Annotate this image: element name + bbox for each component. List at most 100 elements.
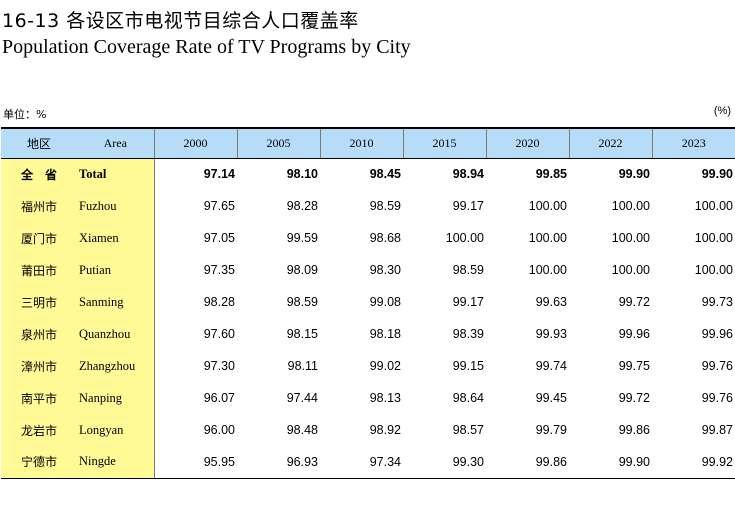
- region-name-en: Sanming: [77, 286, 155, 318]
- coverage-value-cell: 99.76: [701, 391, 733, 405]
- header-region-en: Area: [77, 127, 154, 159]
- coverage-value-cell: 99.17: [452, 199, 484, 213]
- coverage-value-cell: 100.00: [694, 263, 733, 277]
- coverage-value-cell: 98.13: [369, 391, 401, 405]
- region-name-en: Nanping: [77, 382, 155, 414]
- region-name-en: Total: [77, 158, 155, 190]
- coverage-value-cell: 99.86: [618, 423, 650, 437]
- table-row: 三明市 Sanming 98.28 98.59 99.08 99.17 99.63 99.72…: [1, 286, 735, 318]
- coverage-value-cell: 99.45: [535, 391, 567, 405]
- table-title-en: Population Coverage Rate of TV Programs …: [2, 36, 411, 58]
- region-name-en: Ningde: [77, 446, 155, 479]
- table-row: 南平市 Nanping 96.07 97.44 98.13 98.64 99.45 99.72…: [1, 382, 735, 414]
- coverage-value-cell: 99.15: [452, 359, 484, 373]
- header-year: 2015: [402, 127, 486, 159]
- coverage-value-cell: 100.00: [611, 231, 650, 245]
- header-year: 2022: [568, 127, 652, 159]
- coverage-value-cell: 96.93: [237, 446, 320, 479]
- region-name-en: Fuzhou: [77, 190, 155, 222]
- coverage-value-cell: 99.75: [618, 359, 650, 373]
- header-row: 地区 Area 2000 2005 2010 2015 2020 2022 20…: [1, 127, 735, 159]
- coverage-value-cell: 99.79: [535, 423, 567, 437]
- coverage-value-cell: 99.17: [452, 295, 484, 309]
- coverage-value-cell: 97.35: [203, 263, 235, 277]
- coverage-value-cell: 99.72: [618, 295, 650, 309]
- coverage-value-cell: 99.63: [535, 295, 567, 309]
- coverage-value-cell: 98.59: [286, 295, 318, 309]
- coverage-value-cell: 99.02: [369, 359, 401, 373]
- region-name-cn: 厦门市: [1, 222, 77, 254]
- region-name-en: Putian: [77, 254, 155, 286]
- table-body: 全 省 Total 97.14 98.10 98.45 98.94 99.85 99.90 99…: [1, 158, 735, 479]
- coverage-value-cell: 98.48: [286, 423, 318, 437]
- region-name-cn: 龙岩市: [1, 414, 77, 446]
- coverage-value-cell: 98.68: [369, 231, 401, 245]
- coverage-value-cell: 98.94: [452, 167, 484, 182]
- coverage-value-cell: 98.39: [452, 327, 484, 341]
- region-name-cn: 三明市: [1, 286, 77, 318]
- region-name-cn: 莆田市: [1, 254, 77, 286]
- table-row: 漳州市 Zhangzhou 97.30 98.11 99.02 99.15 99.74 99.…: [1, 350, 735, 382]
- coverage-value-cell: 98.09: [286, 263, 318, 277]
- coverage-value-cell: 98.11: [287, 359, 318, 373]
- table-row: 龙岩市 Longyan 96.00 98.48 98.92 98.57 99.79 99.86…: [1, 414, 735, 446]
- header-year: 2020: [485, 127, 569, 159]
- coverage-value-cell: 97.30: [203, 359, 235, 373]
- coverage-value-cell: 98.10: [286, 167, 318, 182]
- header-year: 2005: [236, 127, 320, 159]
- table-title-cn: 16-13 各设区市电视节目综合人口覆盖率: [2, 10, 359, 32]
- coverage-value-cell: 100.00: [528, 231, 567, 245]
- region-name-en: Quanzhou: [77, 318, 155, 350]
- coverage-value-cell: 100.00: [694, 231, 733, 245]
- coverage-value-cell: 99.73: [701, 295, 733, 309]
- coverage-value-cell: 99.90: [618, 167, 650, 182]
- table-row: 福州市 Fuzhou 97.65 98.28 98.59 99.17 100.00 100.0…: [1, 190, 735, 222]
- header-year: 2010: [319, 127, 403, 159]
- region-name-cn: 南平市: [1, 382, 77, 414]
- coverage-value-cell: 95.95: [154, 446, 237, 479]
- table-row-total: 全 省 Total 97.14 98.10 98.45 98.94 99.85 99.90 99…: [1, 158, 735, 190]
- header-year: 2000: [153, 127, 237, 159]
- coverage-value-cell: 99.93: [535, 327, 567, 341]
- coverage-value-cell: 99.96: [618, 327, 650, 341]
- coverage-value-cell: 99.92: [652, 446, 735, 479]
- coverage-value-cell: 97.44: [286, 391, 318, 405]
- coverage-value-cell: 98.28: [203, 295, 235, 309]
- coverage-value-cell: 99.72: [618, 391, 650, 405]
- coverage-value-cell: 97.60: [203, 327, 235, 341]
- coverage-value-cell: 100.00: [528, 263, 567, 277]
- header-year: 2023: [651, 127, 735, 159]
- coverage-value-cell: 98.92: [369, 423, 401, 437]
- coverage-value-cell: 96.00: [203, 423, 235, 437]
- region-name-en: Xiamen: [77, 222, 155, 254]
- coverage-table: 地区 Area 2000 2005 2010 2015 2020 2022 20…: [1, 127, 735, 479]
- coverage-value-cell: 99.90: [701, 167, 733, 182]
- coverage-value-cell: 98.59: [452, 263, 484, 277]
- coverage-value-cell: 97.14: [203, 167, 235, 182]
- region-name-cn: 宁德市: [1, 446, 77, 479]
- coverage-value-cell: 97.65: [203, 199, 235, 213]
- coverage-value-cell: 99.90: [569, 446, 652, 479]
- coverage-value-cell: 97.05: [203, 231, 235, 245]
- coverage-value-cell: 100.00: [611, 199, 650, 213]
- table-row: 厦门市 Xiamen 97.05 99.59 98.68 100.00 100.00 100.…: [1, 222, 735, 254]
- coverage-value-cell: 98.64: [452, 391, 484, 405]
- region-name-cn: 泉州市: [1, 318, 77, 350]
- coverage-value-cell: 98.57: [452, 423, 484, 437]
- coverage-value-cell: 100.00: [694, 199, 733, 213]
- coverage-value-cell: 98.59: [369, 199, 401, 213]
- coverage-value-cell: 99.74: [535, 359, 567, 373]
- coverage-value-cell: 100.00: [611, 263, 650, 277]
- region-name-en: Longyan: [77, 414, 155, 446]
- coverage-value-cell: 98.45: [369, 167, 401, 182]
- coverage-value-cell: 99.30: [403, 446, 486, 479]
- coverage-value-cell: 98.28: [286, 199, 318, 213]
- coverage-value-cell: 96.07: [203, 391, 235, 405]
- coverage-value-cell: 99.86: [486, 446, 569, 479]
- coverage-value-cell: 98.30: [369, 263, 401, 277]
- table-row: 莆田市 Putian 97.35 98.09 98.30 98.59 100.00 100.0…: [1, 254, 735, 286]
- coverage-value-cell: 99.87: [701, 423, 733, 437]
- region-name-cn: 全 省: [1, 158, 77, 190]
- unit-label-cn: 单位：%: [3, 108, 47, 121]
- header-region-cn: 地区: [1, 127, 77, 159]
